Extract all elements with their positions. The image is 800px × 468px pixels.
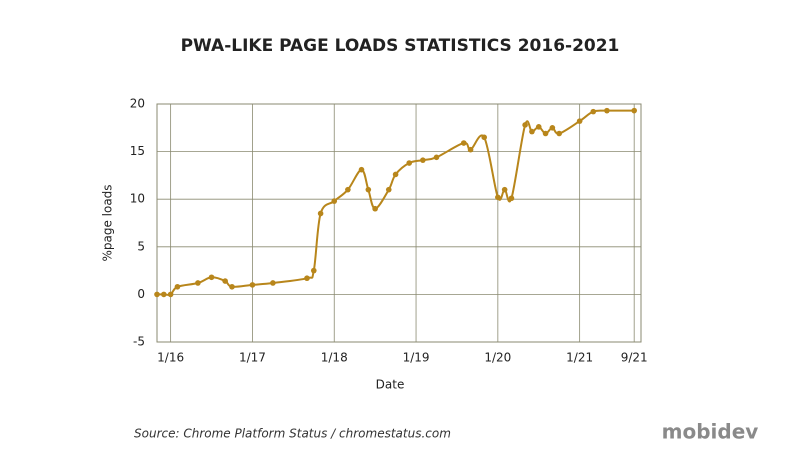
data-point xyxy=(576,118,583,124)
x-tick-label: 1/19 xyxy=(403,351,430,365)
data-point xyxy=(556,130,562,137)
data-point xyxy=(317,210,324,217)
data-point xyxy=(372,205,378,212)
data-point xyxy=(331,198,338,204)
data-point xyxy=(167,291,174,298)
x-tick-label: 1/21 xyxy=(566,351,593,365)
data-point xyxy=(249,282,256,288)
data-point xyxy=(406,160,413,166)
data-point xyxy=(392,171,399,178)
data-point xyxy=(522,122,528,128)
y-tick-label: 10 xyxy=(130,192,145,206)
x-tick-label: 1/17 xyxy=(239,351,266,365)
y-tick-label: 5 xyxy=(137,239,145,253)
data-point xyxy=(229,283,235,290)
brand-logo: mobidev xyxy=(662,420,759,444)
data-point xyxy=(481,134,488,141)
data-point xyxy=(542,130,549,137)
data-point xyxy=(631,107,637,114)
data-point xyxy=(508,195,515,202)
x-axis-label: Date xyxy=(376,378,405,392)
x-tick-label: 1/16 xyxy=(157,351,184,365)
data-point xyxy=(270,280,276,286)
data-point xyxy=(467,146,474,153)
data-point xyxy=(495,194,501,201)
data-point xyxy=(174,283,181,290)
data-point xyxy=(365,186,372,193)
data-point xyxy=(385,186,392,193)
y-tick-label: 15 xyxy=(130,144,145,158)
x-tick-label: 1/18 xyxy=(321,351,348,365)
plot-frame xyxy=(156,103,642,343)
x-tick-label: 1/20 xyxy=(484,351,511,365)
y-tick-label: 20 xyxy=(130,97,145,111)
data-point xyxy=(529,128,535,135)
data-point xyxy=(590,108,597,115)
y-tick-label: 0 xyxy=(137,287,145,301)
data-point xyxy=(501,186,508,193)
data-point xyxy=(304,275,310,282)
data-point xyxy=(154,291,160,298)
data-point xyxy=(549,125,556,131)
x-tick-label: 9/21 xyxy=(621,351,648,365)
data-point xyxy=(358,166,365,173)
source-note: Source: Chrome Platform Status / chromes… xyxy=(134,427,451,441)
data-point xyxy=(161,291,167,298)
data-point xyxy=(420,157,426,163)
data-point xyxy=(345,186,351,193)
chart-title: PWA-LIKE PAGE LOADS STATISTICS 2016-2021 xyxy=(181,36,620,56)
data-point xyxy=(195,280,201,286)
data-point xyxy=(535,124,542,130)
data-point xyxy=(208,274,215,281)
y-axis-label: %page loads xyxy=(101,184,115,261)
data-point xyxy=(460,140,467,146)
data-point xyxy=(604,107,610,114)
y-tick-label: -5 xyxy=(133,335,145,349)
data-line xyxy=(156,109,635,296)
data-point xyxy=(310,267,317,274)
data-point xyxy=(222,278,228,284)
data-point xyxy=(433,154,440,161)
